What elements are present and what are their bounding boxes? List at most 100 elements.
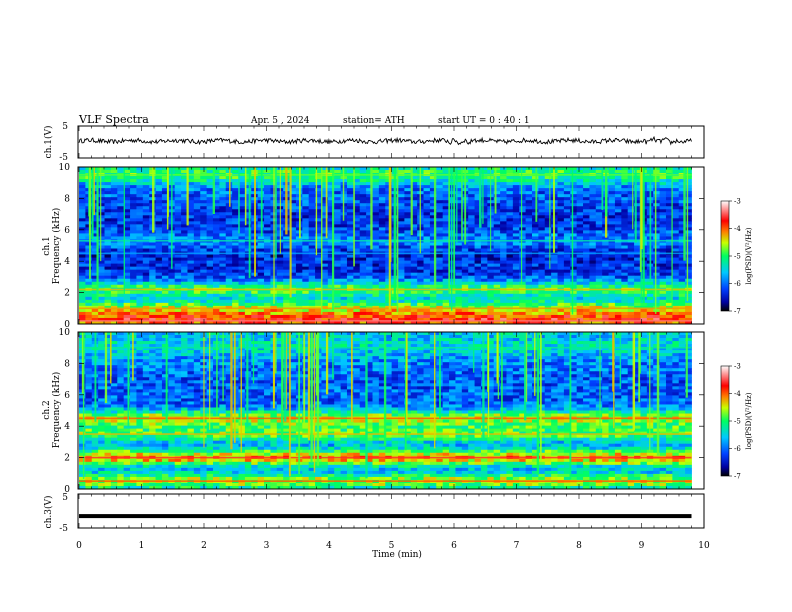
spectrogram-cell (653, 245, 660, 249)
spectrogram-cell (665, 281, 673, 286)
spectrogram-cell (353, 293, 361, 298)
spectrogram-cell (474, 209, 482, 213)
spectrogram-cell (557, 281, 565, 286)
spectrogram-cell (174, 185, 182, 189)
spectrogram-cell (142, 224, 150, 228)
spectrogram-cell (91, 209, 99, 213)
spectrogram-cell (685, 185, 692, 189)
spectrogram-cell (225, 257, 233, 261)
spectrogram-cell (621, 200, 629, 204)
spectrogram-cell (474, 200, 482, 204)
spectrogram-cell (634, 257, 641, 261)
spectrogram-cell (621, 176, 629, 180)
spectrogram-cell (608, 266, 616, 271)
spectrogram-cell (315, 296, 322, 301)
spectrogram-cell (449, 230, 456, 234)
spectrogram-cell (276, 296, 284, 301)
spectrogram-cell (244, 215, 252, 219)
spectrogram-cell (193, 182, 201, 186)
spectrogram-cell (219, 317, 227, 322)
spectrogram-cell (665, 170, 673, 174)
spectrogram-cell (206, 260, 214, 265)
spectrogram-cell (155, 290, 163, 295)
spectrogram-cell (117, 275, 125, 280)
spectrogram-cell (372, 260, 380, 265)
spectrogram-cell (455, 275, 463, 280)
spectrogram-cell (353, 203, 361, 207)
spectrogram-cell (289, 248, 297, 252)
spectrogram-cell (531, 308, 539, 313)
spectrogram-cell (225, 308, 233, 313)
spectrogram-cell (468, 266, 475, 271)
spectrogram-cell (117, 230, 125, 234)
spectrogram-cell (487, 281, 495, 286)
spectrogram-cell (110, 296, 118, 301)
spectrogram-cell (570, 311, 578, 316)
spectrogram-cell (130, 248, 137, 252)
spectrogram-cell (461, 254, 469, 258)
spectrogram-cell (672, 221, 680, 225)
spectrogram-cell (538, 176, 546, 180)
spectrogram-cell (346, 260, 354, 265)
spectrogram-cell (346, 302, 354, 307)
spectrogram-cell (659, 278, 667, 283)
spectrogram-cell (429, 224, 437, 228)
spectrogram-cell (468, 224, 475, 228)
spectrogram-cell (500, 272, 507, 277)
spectrogram-cell (525, 266, 533, 271)
spectrogram-cell (257, 245, 265, 249)
spectrogram-cell (500, 302, 507, 307)
spectrogram-cell (302, 281, 310, 286)
spectrogram-cell (602, 278, 609, 283)
spectrogram-cell (340, 242, 348, 246)
spectrogram-cell (104, 170, 112, 174)
spectrogram-cell (672, 311, 680, 316)
spectrogram-cell (480, 233, 488, 237)
spectrogram-cell (480, 167, 488, 171)
spectrogram-cell (589, 257, 597, 261)
spectrogram-cell (315, 311, 322, 316)
spectrogram-cell (181, 314, 188, 319)
spectrogram-cell (104, 293, 112, 298)
spectrogram-cell (589, 170, 597, 174)
spectrogram-cell (468, 260, 475, 265)
spectrogram-cell (104, 299, 112, 304)
spectrogram-cell (570, 188, 578, 192)
spectrogram-cell (500, 212, 507, 216)
spectrogram-cell (525, 224, 533, 228)
spectrogram-cell (493, 176, 501, 180)
spectrogram-cell (583, 278, 590, 283)
spectrogram-cell (544, 248, 552, 252)
spectrogram-cell (302, 275, 310, 280)
spectrogram-cell (327, 203, 335, 207)
spectrogram-cell (308, 254, 316, 258)
spectrogram-cell (570, 218, 578, 222)
spectrogram-cell (468, 293, 475, 298)
spectrogram-cell (659, 218, 667, 222)
spectrogram-cell (429, 296, 437, 301)
spectrogram-cell (372, 284, 380, 289)
spectrogram-cell (404, 260, 412, 265)
spectrogram-cell (538, 278, 546, 283)
spectrogram-cell (391, 317, 399, 322)
spectrogram-cell (110, 203, 118, 207)
spectrogram-cell (455, 200, 463, 204)
spectrogram-cell (219, 269, 227, 274)
spectrogram-cell (161, 188, 169, 192)
spectrogram-cell (321, 257, 329, 261)
spectrogram-cell (219, 308, 227, 313)
spectrogram-cell (589, 200, 597, 204)
spectrogram-cell (665, 311, 673, 316)
spectrogram-cell (429, 317, 437, 322)
spectrogram-cell (570, 248, 578, 252)
spectrogram-cell (98, 272, 105, 277)
spectrogram-cell (85, 254, 93, 258)
spectrogram-cell (232, 293, 239, 298)
spectrogram-cell (563, 203, 571, 207)
spectrogram-cell (621, 248, 629, 252)
spectrogram-cell (327, 197, 335, 201)
spectrogram-cell (264, 245, 271, 249)
spectrogram-cell (685, 221, 692, 225)
spectrogram-cell (519, 257, 527, 261)
spectrogram-cell (563, 170, 571, 174)
